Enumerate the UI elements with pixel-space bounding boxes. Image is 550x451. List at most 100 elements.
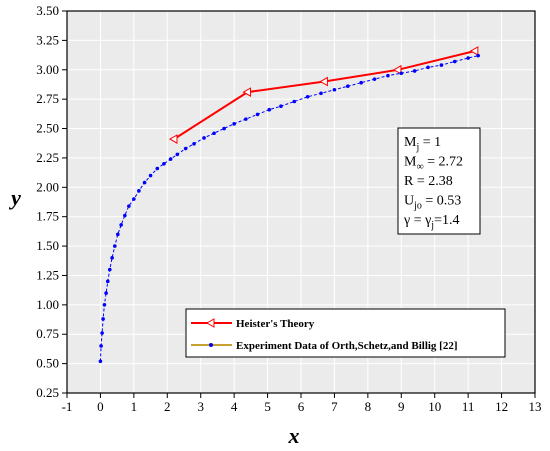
- data-point-experiment: [142, 180, 147, 185]
- data-point-experiment: [137, 189, 141, 193]
- series-group: [98, 46, 480, 364]
- y-tick-label: 1.25: [36, 267, 59, 282]
- data-point-experiment: [119, 223, 123, 227]
- data-point-heister: [469, 46, 479, 56]
- data-point-experiment: [202, 136, 206, 140]
- legend-frame: [185, 308, 506, 358]
- y-tick-label: 1.00: [36, 297, 59, 312]
- data-point-experiment: [102, 303, 107, 307]
- x-tick-label: 13: [529, 399, 542, 414]
- data-point-experiment: [426, 65, 430, 70]
- x-tick-label: 8: [365, 399, 372, 414]
- y-tick-label: 0.75: [36, 326, 59, 341]
- y-tick-label: 2.25: [36, 150, 59, 165]
- y-tick-labels: 0.25 0.50 0.75 1.00 1.25 1.50 1.75 2.00 2.25 2.50…: [36, 3, 59, 400]
- param-line: γ = γj=1.4: [403, 213, 459, 231]
- data-point-experiment: [399, 71, 404, 76]
- x-tick-label: 3: [197, 399, 204, 414]
- data-point-experiment: [148, 173, 153, 178]
- data-point-experiment: [123, 213, 127, 218]
- legend: Heister's Theory Experiment Data of Orth,…: [185, 308, 506, 358]
- legend-label: Experiment Data of Orth,Schetz,and Billi…: [236, 340, 458, 352]
- y-tick-label: 3.00: [36, 62, 59, 77]
- plot-frame: [66, 10, 536, 394]
- y-tick-label: 3.50: [36, 3, 59, 18]
- data-point-experiment: [279, 104, 283, 109]
- x-tick-label: 6: [298, 399, 305, 414]
- legend-label: Heister's Theory: [236, 318, 315, 330]
- data-point-experiment: [267, 107, 272, 112]
- data-point-experiment: [332, 87, 337, 92]
- params-box: Mj = 1 M∞ = 2.72 R = 2.38 Ujo = 0.53 γ = γ…: [397, 127, 481, 235]
- x-tick-label: -1: [62, 399, 73, 414]
- data-point-experiment: [292, 99, 297, 104]
- x-axis-title: x: [288, 423, 300, 448]
- data-point-experiment: [100, 331, 104, 335]
- data-point-experiment: [346, 84, 350, 89]
- data-point-experiment: [113, 244, 117, 248]
- x-tick-label: 9: [398, 399, 405, 414]
- data-point-experiment: [175, 152, 180, 157]
- data-point-experiment: [212, 131, 216, 136]
- x-tick-label: 5: [264, 399, 271, 414]
- param-line: Ujo = 0.53: [404, 194, 461, 212]
- data-point-experiment: [107, 267, 112, 272]
- params-box-frame: [397, 127, 481, 235]
- param-line: R = 2.38: [404, 174, 453, 189]
- x-tick-label: 11: [462, 399, 475, 414]
- data-point-experiment: [452, 59, 457, 64]
- data-point-experiment: [232, 122, 236, 126]
- param-line: Mj = 1: [404, 135, 441, 153]
- y-tick-label: 1.50: [36, 238, 59, 253]
- axes: [62, 10, 536, 398]
- data-point-experiment: [116, 232, 120, 237]
- y-tick-label: 1.75: [36, 209, 59, 224]
- data-point-experiment: [255, 112, 260, 117]
- data-point-experiment: [192, 142, 196, 146]
- data-point-experiment: [101, 317, 105, 321]
- x-tick-label: 1: [131, 399, 138, 414]
- y-tick-label: 2.75: [36, 91, 59, 106]
- data-point-heister: [242, 87, 252, 97]
- data-point-experiment: [386, 73, 390, 78]
- data-point-experiment: [127, 204, 131, 208]
- data-point-experiment: [183, 146, 188, 151]
- y-axis-title: y: [8, 185, 21, 210]
- data-point-experiment: [168, 157, 173, 161]
- data-point-experiment: [372, 77, 377, 81]
- data-point-experiment: [439, 63, 444, 67]
- data-point-experiment: [155, 166, 160, 171]
- x-tick-label: 10: [428, 399, 441, 414]
- data-point-experiment: [319, 91, 323, 96]
- x-tick-labels: -1 0 1 2 3 4 5 6 7 8 9 10 11 12 13: [62, 399, 542, 414]
- data-point-heister: [319, 76, 328, 87]
- legend-marker: [209, 343, 213, 347]
- param-line: M∞ = 2.72: [404, 155, 463, 173]
- y-tick-label: 0.25: [36, 385, 59, 400]
- x-tick-label: 2: [164, 399, 171, 414]
- data-point-experiment: [99, 344, 103, 348]
- y-tick-label: 0.50: [36, 356, 59, 371]
- data-point-experiment: [359, 80, 363, 85]
- data-point-experiment: [132, 197, 136, 201]
- y-tick-label: 2.00: [36, 179, 59, 194]
- data-point-experiment: [104, 291, 108, 295]
- data-point-experiment: [466, 56, 470, 60]
- data-point-experiment: [110, 256, 114, 260]
- data-point-experiment: [412, 69, 417, 73]
- data-point-experiment: [98, 359, 103, 364]
- y-tick-label: 3.25: [36, 32, 59, 47]
- x-tick-label: 0: [97, 399, 104, 414]
- x-tick-label: 4: [231, 399, 238, 414]
- data-point-heister: [392, 64, 402, 75]
- data-point-heister: [168, 134, 178, 144]
- x-tick-label: 7: [331, 399, 338, 414]
- data-point-experiment: [305, 95, 310, 99]
- data-point-experiment: [162, 162, 166, 166]
- y-tick-label: 2.50: [36, 121, 59, 136]
- data-point-experiment: [244, 117, 248, 121]
- legend-marker: [205, 318, 215, 328]
- data-point-experiment: [476, 53, 480, 58]
- data-point-experiment: [222, 126, 226, 131]
